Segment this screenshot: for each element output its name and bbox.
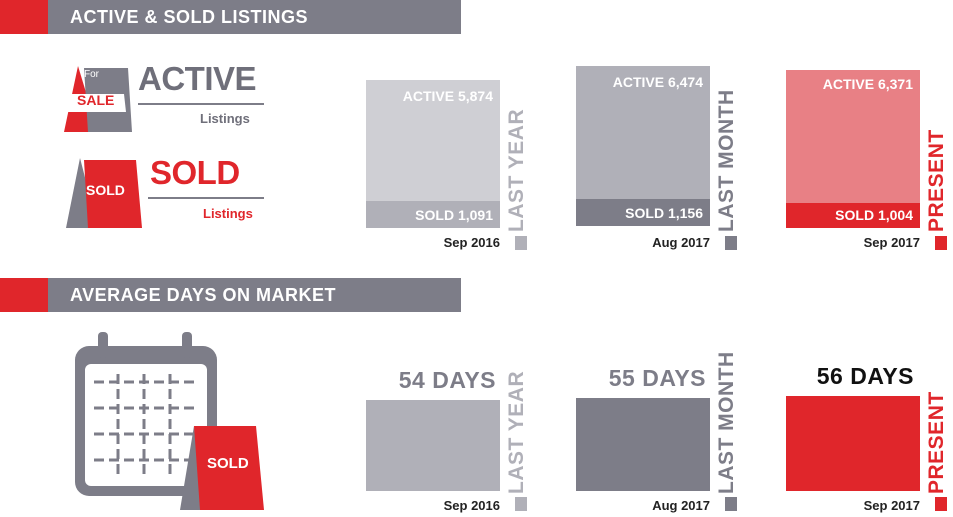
calendar-sign-text: SOLD — [207, 455, 249, 472]
active-bar-present — [786, 70, 920, 203]
section-accent — [0, 0, 48, 34]
for-sale-sign-icon — [64, 66, 132, 132]
days-date-last-year: Sep 2016 — [443, 498, 500, 513]
legend-sold-title: SOLD — [150, 154, 240, 191]
active-bar-last-year — [366, 80, 500, 201]
sold-label-last-year: SOLD 1,091 — [415, 207, 493, 223]
days-date-present: Sep 2017 — [863, 498, 920, 513]
active-bar-last-month — [576, 66, 710, 199]
calendar-icon — [75, 332, 264, 510]
days-period-present: PRESENT — [925, 391, 948, 494]
period-marker-last-month — [725, 236, 737, 250]
period-label-present: PRESENT — [925, 129, 948, 232]
sign-for-text: For — [84, 69, 99, 80]
sold-sign-icon — [66, 158, 142, 228]
days-label-last-month: 55 DAYS — [608, 365, 706, 391]
sold-label-present: SOLD 1,004 — [835, 207, 913, 223]
days-bar-present — [786, 396, 920, 491]
days-label-present: 56 DAYS — [816, 363, 914, 389]
period-marker-present — [935, 236, 947, 250]
days-marker-last-month — [725, 497, 737, 511]
section-accent-2 — [0, 278, 48, 312]
active-label-last-month: ACTIVE 6,474 — [612, 74, 703, 90]
sold-bar-last-month — [576, 199, 710, 226]
days-period-last-year: LAST YEAR — [505, 370, 528, 494]
legend-active-title: ACTIVE — [138, 60, 257, 97]
legend-active-sub: Listings — [200, 111, 250, 126]
period-label-last-month: LAST MONTH — [715, 89, 738, 232]
sign-sold-text: SOLD — [86, 182, 125, 198]
active-label-last-year: ACTIVE 5,874 — [402, 88, 493, 104]
sold-label-last-month: SOLD 1,156 — [625, 205, 703, 221]
date-present: Sep 2017 — [863, 235, 920, 250]
section-title-days: AVERAGE DAYS ON MARKET — [48, 278, 461, 312]
legend-sold-sub: Listings — [203, 206, 253, 221]
period-label-last-year: LAST YEAR — [505, 108, 528, 232]
days-bar-last-year — [366, 400, 500, 491]
legend-active-rule — [138, 103, 264, 105]
sold-bar-present — [786, 203, 920, 228]
sign-sale-text: SALE — [77, 92, 115, 108]
section-title-listings: ACTIVE & SOLD LISTINGS — [48, 0, 461, 34]
period-marker-last-year — [515, 236, 527, 250]
legend-sold-rule — [148, 197, 264, 199]
days-date-last-month: Aug 2017 — [652, 498, 710, 513]
days-period-last-month: LAST MONTH — [715, 351, 738, 494]
date-last-year: Sep 2016 — [443, 235, 500, 250]
days-bar-last-month — [576, 398, 710, 491]
days-label-last-year: 54 DAYS — [398, 367, 496, 393]
active-label-present: ACTIVE 6,371 — [822, 76, 913, 92]
days-marker-present — [935, 497, 947, 511]
sold-bar-last-year — [366, 201, 500, 228]
days-marker-last-year — [515, 497, 527, 511]
date-last-month: Aug 2017 — [652, 235, 710, 250]
